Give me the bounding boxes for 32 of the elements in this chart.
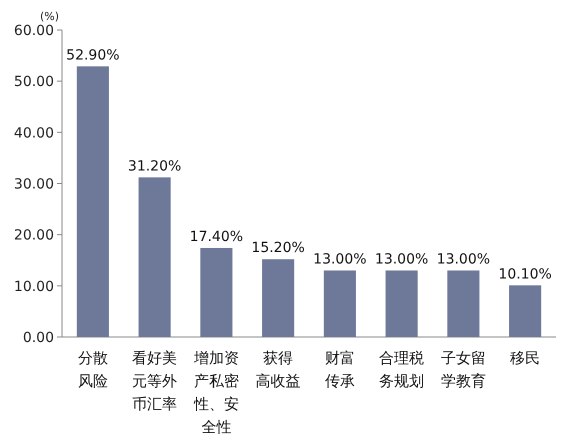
x-tick-label: 看好美元等外币汇率 — [132, 349, 178, 413]
y-tick-label: 30.00 — [14, 176, 54, 192]
bar — [200, 248, 232, 337]
y-tick-label: 60.00 — [14, 23, 54, 39]
y-axis-title: (%) — [40, 10, 60, 23]
bar — [138, 177, 171, 337]
bar — [509, 285, 542, 337]
data-label: 52.90% — [66, 47, 120, 64]
y-tick-label: 10.00 — [14, 278, 54, 295]
x-tick-label: 合理税务规划 — [379, 349, 424, 390]
bar — [262, 259, 294, 337]
data-label: 13.00% — [436, 251, 490, 268]
x-tick-label: 移民 — [510, 349, 540, 367]
x-tick-label: 分散风险 — [78, 349, 108, 390]
x-tick-label: 增加资产私密性、安全性 — [192, 349, 239, 436]
data-label: 31.20% — [128, 158, 182, 174]
data-label: 13.00% — [313, 251, 367, 268]
bar — [324, 270, 356, 337]
data-label: 13.00% — [374, 251, 428, 268]
x-tick-label: 子女留学教育 — [440, 349, 486, 390]
y-tick-label: 40.00 — [14, 125, 54, 142]
x-tick-label: 财富传承 — [324, 349, 355, 390]
data-label: 17.40% — [190, 228, 244, 245]
y-tick-label: 0.00 — [22, 330, 54, 346]
data-label: 15.20% — [251, 240, 305, 256]
data-label: 10.10% — [498, 266, 552, 282]
bar — [76, 66, 109, 337]
bar — [447, 270, 480, 337]
y-tick-label: 50.00 — [14, 74, 54, 90]
bar — [386, 270, 418, 337]
x-tick-label: 获得高收益 — [256, 349, 301, 390]
y-tick-label: 20.00 — [14, 228, 54, 244]
